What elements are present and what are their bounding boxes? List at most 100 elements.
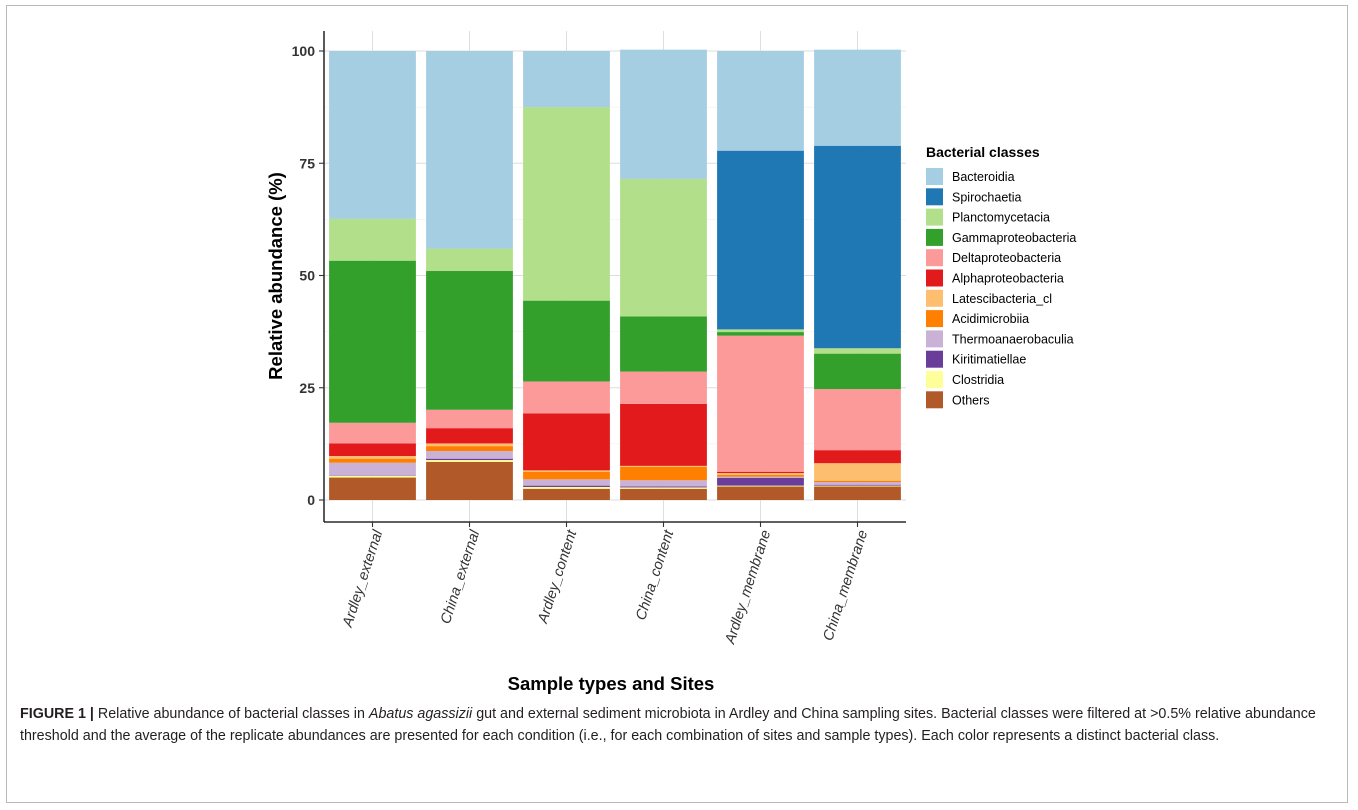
- bar-segment-clostridia: [426, 460, 513, 462]
- bar-segment-thermoanaerobaculia: [717, 476, 804, 478]
- bar-segment-latescibacteria-cl: [426, 443, 513, 447]
- legend-swatch: [926, 289, 943, 307]
- x-tick-label: China_external: [438, 528, 484, 626]
- legend-label: Acidimicrobiia: [952, 312, 1029, 326]
- bar-segment-acidimicrobiia: [329, 458, 416, 463]
- bar-segment-planctomycetacia: [426, 248, 513, 272]
- legend-label: Spirochaetia: [952, 190, 1022, 204]
- legend-label: Latescibacteria_cl: [952, 292, 1052, 306]
- bar-segment-kiritimatiellae: [426, 458, 513, 461]
- bar-segment-gammaproteobacteria: [620, 316, 707, 372]
- legend-label: Bacteroidia: [952, 170, 1015, 184]
- x-tick-label: Ardley_membrane: [722, 528, 774, 647]
- bar-segment-thermoanaerobaculia: [329, 462, 416, 476]
- legend-label: Others: [952, 393, 990, 407]
- bar-segment-alphaproteobacteria: [717, 471, 804, 474]
- legend: Bacterial classes Bacteroidia Spirochaeti…: [926, 144, 1076, 409]
- bar-segment-bacteroidia: [329, 51, 416, 219]
- bar-segment-bacteroidia: [620, 49, 707, 179]
- bar-segment-acidimicrobiia: [717, 474, 804, 477]
- bar-segment-gammaproteobacteria: [814, 353, 901, 390]
- caption-text-2: gut and external sediment microbiota in …: [20, 706, 1316, 744]
- bar-segment-spirochaetia: [814, 145, 901, 349]
- x-tick-label: Ardley_external: [340, 528, 387, 630]
- bar-segment-kiritimatiellae: [717, 478, 804, 486]
- legend-swatch: [926, 350, 943, 368]
- bar-segment-planctomycetacia: [523, 107, 610, 301]
- x-tick-label: Ardley_content: [535, 527, 581, 626]
- y-tick-label: 75: [299, 155, 315, 171]
- bar-segment-others: [523, 488, 610, 500]
- legend-label: Gammaproteobacteria: [952, 231, 1076, 245]
- bar-segment-others: [620, 488, 707, 500]
- caption-species: Abatus agassizii: [368, 706, 473, 722]
- bar-segment-gammaproteobacteria: [523, 300, 610, 382]
- bar-segment-bacteroidia: [717, 51, 804, 151]
- bar-segment-planctomycetacia: [329, 218, 416, 261]
- x-tick-label: China_membrane: [820, 528, 871, 643]
- bar-segment-acidimicrobiia: [426, 446, 513, 452]
- y-axis-title: Relative abundance (%): [265, 172, 286, 380]
- bar-segment-deltaproteobacteria: [814, 389, 901, 451]
- legend-swatch: [926, 208, 943, 226]
- bar-segment-clostridia: [620, 487, 707, 489]
- bar-segment-deltaproteobacteria: [426, 409, 513, 429]
- bar-segment-latescibacteria-cl: [814, 463, 901, 481]
- legend-label: Clostridia: [952, 373, 1004, 387]
- bar-segment-alphaproteobacteria: [620, 403, 707, 466]
- figure-caption: FIGURE 1 | Relative abundance of bacteri…: [20, 704, 1340, 747]
- bar-segment-gammaproteobacteria: [329, 260, 416, 423]
- bar-segment-others: [426, 461, 513, 500]
- axes: [323, 31, 906, 523]
- caption-text-1: Relative abundance of bacterial classes …: [93, 706, 369, 722]
- bar-segment-planctomycetacia: [814, 348, 901, 354]
- y-tick-label: 100: [292, 43, 316, 59]
- bar-segment-clostridia: [523, 486, 610, 489]
- legend-label: Deltaproteobacteria: [952, 251, 1061, 265]
- legend-swatch: [926, 269, 943, 287]
- legend-swatch: [926, 168, 943, 185]
- bar-segment-acidimicrobiia: [523, 471, 610, 480]
- legend-label: Thermoanaerobaculia: [952, 332, 1074, 346]
- bar-segment-bacteroidia: [426, 51, 513, 249]
- bar-segment-thermoanaerobaculia: [523, 479, 610, 486]
- stacked-bar-chart: 0 25 50 75 100 Ardley_external China_external A…: [265, 31, 1076, 694]
- bars: [329, 49, 901, 500]
- bar-segment-alphaproteobacteria: [814, 450, 901, 464]
- legend-swatch: [926, 228, 943, 246]
- bar-segment-thermoanaerobaculia: [814, 482, 901, 485]
- bar-segment-others: [329, 477, 416, 500]
- bar-segment-deltaproteobacteria: [523, 381, 610, 414]
- bar-segment-clostridia: [814, 485, 901, 487]
- y-tick-label: 0: [307, 492, 315, 508]
- legend-swatch: [926, 371, 943, 388]
- legend-swatch: [926, 391, 943, 409]
- bar-segment-latescibacteria-cl: [620, 465, 707, 467]
- legend-label: Alphaproteobacteria: [952, 272, 1064, 286]
- bar-segment-deltaproteobacteria: [329, 422, 416, 444]
- bar-segment-others: [717, 486, 804, 500]
- bar-segment-alphaproteobacteria: [523, 413, 610, 471]
- legend-label: Kiritimatiellae: [952, 353, 1026, 367]
- bar-segment-gammaproteobacteria: [717, 332, 804, 336]
- legend-swatch: [926, 310, 943, 328]
- legend-swatch: [926, 188, 943, 206]
- x-tick-label: China_content: [633, 527, 677, 622]
- bar-segment-alphaproteobacteria: [329, 443, 416, 456]
- x-axis-title: Sample types and Sites: [508, 673, 715, 694]
- y-tick-label: 25: [299, 380, 315, 396]
- bar-segment-clostridia: [329, 475, 416, 478]
- bar-segment-kiritimatiellae: [523, 485, 610, 487]
- legend-swatch: [926, 249, 943, 267]
- bar-segment-acidimicrobiia: [620, 466, 707, 481]
- plot-panel: [324, 31, 906, 522]
- bar-segment-deltaproteobacteria: [620, 371, 707, 404]
- bar-segment-bacteroidia: [523, 51, 610, 108]
- legend-label: Planctomycetacia: [952, 211, 1050, 225]
- bar-segment-kiritimatiellae: [814, 484, 901, 486]
- bar-segment-thermoanaerobaculia: [426, 451, 513, 459]
- bar-segment-bacteroidia: [814, 49, 901, 146]
- legend-title: Bacterial classes: [926, 144, 1040, 160]
- legend-swatch: [926, 330, 943, 348]
- bar-segment-latescibacteria-cl: [523, 470, 610, 472]
